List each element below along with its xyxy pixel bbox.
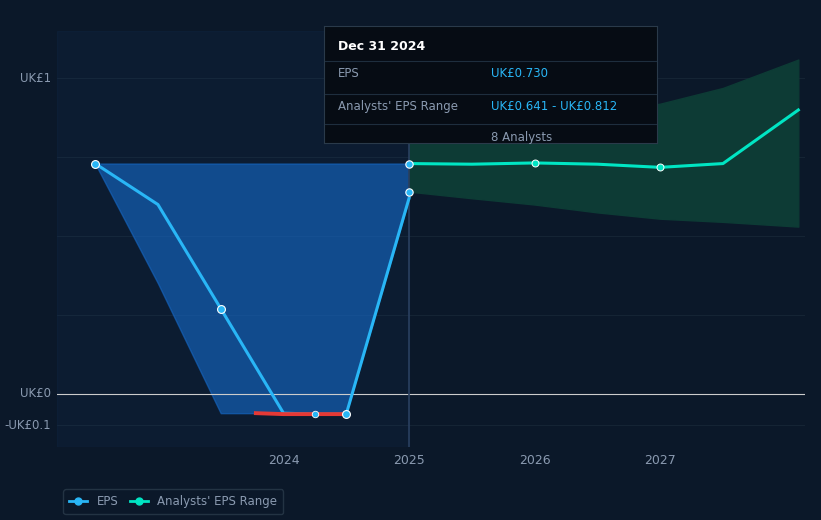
- Text: UK£0: UK£0: [21, 387, 51, 400]
- Point: [654, 163, 667, 172]
- Legend: EPS, Analysts' EPS Range: EPS, Analysts' EPS Range: [63, 489, 283, 514]
- Bar: [57, 31, 409, 447]
- Text: EPS: EPS: [337, 67, 360, 80]
- Text: UK£1: UK£1: [20, 72, 51, 85]
- Point: [214, 304, 227, 313]
- Point: [340, 410, 353, 418]
- Point: [402, 187, 415, 196]
- Point: [309, 410, 322, 418]
- Text: UK£0.641 - UK£0.812: UK£0.641 - UK£0.812: [491, 100, 617, 113]
- Text: UK£0.730: UK£0.730: [491, 67, 548, 80]
- Point: [402, 134, 415, 142]
- Text: -UK£0.1: -UK£0.1: [5, 419, 51, 432]
- Text: 8 Analysts: 8 Analysts: [491, 131, 552, 144]
- Point: [528, 159, 541, 167]
- Point: [89, 160, 102, 168]
- Text: Dec 31 2024: Dec 31 2024: [337, 40, 424, 53]
- Text: Analysts Forecasts: Analysts Forecasts: [416, 112, 526, 125]
- Text: Analysts' EPS Range: Analysts' EPS Range: [337, 100, 457, 113]
- Point: [402, 160, 415, 168]
- Text: Actual: Actual: [365, 112, 401, 125]
